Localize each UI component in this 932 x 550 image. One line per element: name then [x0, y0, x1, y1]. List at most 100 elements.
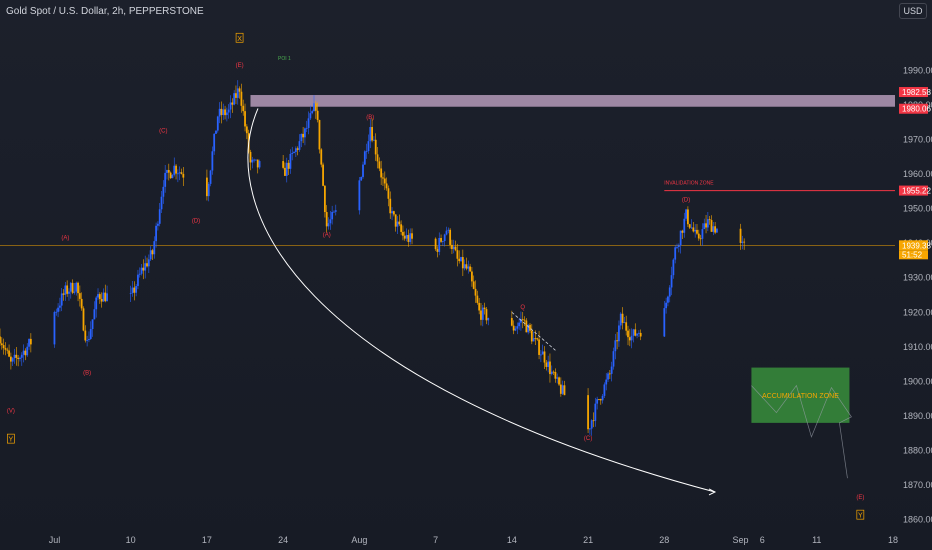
y-tick-label: 1890.00 [903, 411, 932, 421]
candle [131, 287, 134, 294]
candle [360, 176, 363, 181]
candle [242, 105, 245, 112]
candle [512, 325, 515, 331]
candle [697, 233, 700, 239]
candle [483, 307, 486, 310]
candle [367, 141, 370, 151]
candle [550, 371, 553, 375]
candle [587, 395, 589, 430]
candle [556, 377, 559, 379]
candle [558, 377, 560, 385]
candle [677, 245, 680, 247]
y-tick-label: 1920.00 [903, 307, 932, 317]
candle [545, 362, 548, 367]
candle [634, 329, 637, 336]
y-tick-label: 1960.00 [903, 169, 932, 179]
candle [69, 282, 72, 292]
candle [256, 159, 259, 168]
y-tick-label: 1860.00 [903, 515, 932, 525]
candle [443, 234, 446, 242]
candle [536, 338, 539, 340]
candle [78, 293, 81, 299]
candle [71, 282, 74, 293]
wave-label-boxed: Y [9, 437, 14, 444]
candle [2, 345, 5, 349]
candle [516, 326, 519, 329]
projection-path [751, 384, 852, 479]
candle [741, 241, 744, 243]
candle [672, 259, 675, 276]
candle [9, 356, 12, 362]
candle [106, 293, 108, 302]
candle [474, 288, 477, 296]
candle [514, 328, 517, 331]
candle [701, 229, 704, 239]
candle [327, 223, 330, 227]
candle [22, 350, 25, 355]
candle [365, 150, 368, 152]
candle [465, 264, 468, 269]
candle [632, 329, 635, 336]
candle [157, 223, 159, 226]
candle [663, 308, 666, 337]
candle [151, 250, 154, 255]
candle [407, 234, 410, 242]
wave-label: (B) [366, 115, 374, 121]
candle [452, 246, 455, 250]
candle [559, 384, 562, 394]
candle [62, 293, 65, 295]
candle [743, 241, 746, 243]
x-tick-label: 7 [433, 535, 438, 545]
candle [307, 118, 310, 128]
candle [176, 173, 179, 175]
candle [162, 186, 165, 197]
candle [539, 354, 542, 356]
candle [362, 164, 364, 177]
candle [89, 329, 92, 339]
candle [476, 295, 479, 303]
candle [294, 148, 297, 152]
candle [363, 151, 366, 165]
candles [0, 80, 746, 436]
candle [314, 103, 317, 111]
candle [454, 246, 457, 251]
candle [236, 88, 239, 98]
candle [244, 111, 246, 127]
candle [618, 325, 620, 342]
candle [331, 212, 334, 220]
countdown-label: 51:52 [902, 250, 923, 259]
candle [149, 250, 152, 260]
candle [138, 273, 141, 275]
candle [369, 127, 372, 142]
x-tick-label: 6 [760, 535, 765, 545]
candle [590, 420, 593, 429]
candle [167, 170, 170, 173]
candle [485, 309, 488, 321]
accumulation-label: ACCUMULATION ZONE [762, 393, 839, 400]
candle [692, 227, 695, 232]
candle [400, 224, 403, 232]
x-tick-label: Sep [733, 535, 749, 545]
currency-button[interactable]: USD [899, 3, 927, 19]
candle [233, 93, 236, 105]
candle [380, 168, 383, 178]
wave-label: (D) [192, 218, 200, 224]
candle [0, 336, 1, 344]
candle [616, 340, 619, 342]
x-tick-label: 17 [202, 535, 212, 545]
poi-label: POI 1 [278, 56, 291, 62]
candle [175, 165, 177, 174]
candle [323, 185, 326, 213]
candle [146, 263, 148, 267]
candle [681, 230, 684, 233]
candle [102, 292, 105, 302]
candle [710, 220, 713, 232]
candle [258, 161, 261, 168]
candle [255, 159, 257, 161]
candle [394, 214, 397, 227]
candle [251, 159, 254, 163]
candle [510, 318, 513, 326]
candle [518, 322, 521, 327]
candle [93, 309, 96, 320]
